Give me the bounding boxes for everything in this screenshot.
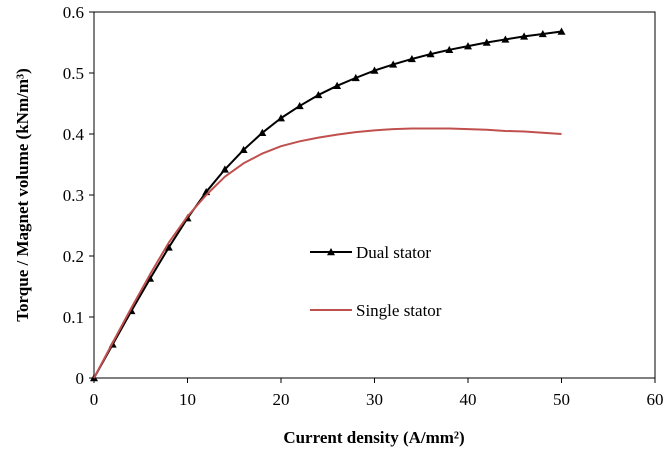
x-tick-label: 20 bbox=[273, 390, 290, 409]
data-point bbox=[351, 73, 360, 82]
legend: Dual stator Single stator bbox=[310, 243, 442, 320]
data-point bbox=[538, 29, 547, 38]
x-tick-label: 10 bbox=[179, 390, 196, 409]
data-point bbox=[277, 114, 285, 122]
x-tick-label: 50 bbox=[553, 390, 570, 409]
data-point bbox=[464, 42, 472, 50]
data-point bbox=[370, 66, 379, 74]
data-point bbox=[164, 243, 173, 251]
y-axis: 0 0.1 0.2 0.3 0.4 0.5 0.6 bbox=[63, 3, 94, 388]
x-tick-label: 30 bbox=[366, 390, 383, 409]
y-tick-label: 0 bbox=[76, 369, 85, 388]
series-layer bbox=[90, 27, 566, 382]
x-tick-label: 0 bbox=[90, 390, 99, 409]
data-point bbox=[501, 35, 510, 43]
y-tick-label: 0.5 bbox=[63, 64, 84, 83]
data-point bbox=[239, 145, 248, 154]
series-single-stator bbox=[93, 127, 562, 379]
data-point bbox=[314, 90, 323, 99]
x-axis-title: Current density (A/mm²) bbox=[283, 428, 464, 447]
series-line bbox=[93, 30, 562, 379]
data-point bbox=[557, 27, 566, 35]
legend-marker bbox=[327, 248, 335, 256]
legend-item-dual-stator: Dual stator bbox=[310, 243, 431, 262]
y-tick-label: 0.6 bbox=[63, 3, 84, 22]
data-point bbox=[482, 38, 491, 46]
data-point bbox=[407, 54, 416, 63]
y-tick-label: 0.2 bbox=[63, 247, 84, 266]
x-axis: 0 10 20 30 40 50 60 bbox=[90, 378, 664, 409]
y-axis-title: Torque / Magnet volume (kNm/m³) bbox=[13, 68, 32, 321]
data-point bbox=[445, 45, 454, 54]
data-point bbox=[220, 165, 229, 173]
y-tick-label: 0.1 bbox=[63, 308, 84, 327]
data-point bbox=[389, 60, 398, 68]
x-tick-label: 60 bbox=[647, 390, 664, 409]
y-tick-label: 0.4 bbox=[63, 125, 85, 144]
y-tick-label: 0.3 bbox=[63, 186, 84, 205]
data-point bbox=[520, 32, 529, 40]
data-point bbox=[295, 101, 304, 110]
legend-item-single-stator: Single stator bbox=[310, 301, 442, 320]
series-line bbox=[93, 127, 562, 379]
legend-label: Dual stator bbox=[356, 243, 431, 262]
x-tick-label: 40 bbox=[460, 390, 477, 409]
data-point bbox=[258, 128, 267, 136]
legend-label: Single stator bbox=[356, 301, 442, 320]
data-point bbox=[146, 274, 155, 282]
data-point bbox=[333, 81, 342, 90]
series-dual-stator bbox=[90, 27, 566, 382]
data-point bbox=[426, 50, 435, 58]
